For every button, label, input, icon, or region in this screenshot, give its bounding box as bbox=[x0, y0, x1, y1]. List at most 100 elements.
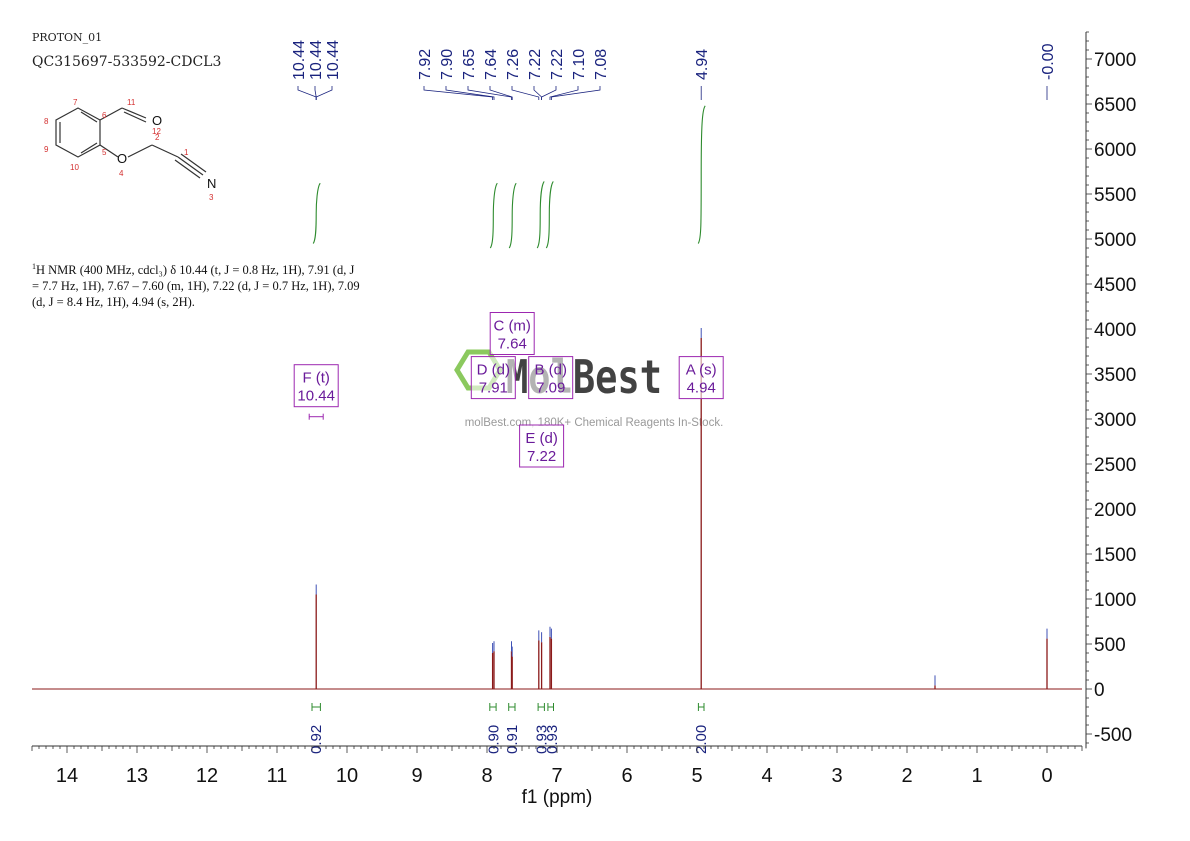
atom-symbol-n-3: N bbox=[207, 176, 216, 191]
y-tick-label-6500: 6500 bbox=[1094, 95, 1136, 116]
y-tick-label-1000: 1000 bbox=[1094, 590, 1136, 611]
multiplet-box-4 bbox=[519, 424, 565, 468]
triple-bond-c bbox=[174, 159, 201, 179]
atom-number-5: 5 bbox=[102, 148, 107, 157]
x-tick-label-11: 11 bbox=[267, 765, 288, 787]
x-tick-label-9: 9 bbox=[411, 765, 422, 787]
peak-leader-arom-0 bbox=[423, 86, 494, 100]
atom-number-4: 4 bbox=[119, 169, 124, 178]
integral-value-3: 0.93 bbox=[534, 725, 551, 754]
multiplet-shift-2: 7.91 bbox=[479, 380, 508, 397]
x-tick-label-10: 10 bbox=[336, 765, 358, 787]
y-tick-label-2500: 2500 bbox=[1094, 455, 1136, 476]
watermark-tagline: molBest.com, 180K+ Chemical Reagents In-… bbox=[465, 417, 724, 429]
y-tick-label-6000: 6000 bbox=[1094, 140, 1136, 161]
x-tick-label-5: 5 bbox=[691, 765, 702, 787]
peak-leader-arom-4 bbox=[511, 86, 540, 100]
atom-symbol-o-12: O bbox=[152, 113, 162, 128]
peak-leader-1044-2 bbox=[315, 86, 333, 100]
y-tick-label-4000: 4000 bbox=[1094, 320, 1136, 341]
multiplet-letter-4: E (d) bbox=[525, 430, 558, 447]
x-tick-label-6: 6 bbox=[621, 765, 632, 787]
peak-label-arom-3: 7.64 bbox=[483, 49, 500, 80]
peak-label-arom-4: 7.26 bbox=[505, 49, 522, 80]
atom-number-1: 1 bbox=[184, 148, 189, 157]
y-tick-label-5500: 5500 bbox=[1094, 185, 1136, 206]
x-tick-label-14: 14 bbox=[56, 765, 78, 787]
molecule-structure bbox=[55, 107, 207, 179]
x-tick-label-3: 3 bbox=[831, 765, 842, 787]
multiplet-box-1 bbox=[489, 312, 535, 355]
x-tick-label-12: 12 bbox=[196, 765, 218, 787]
integral-value-1: 0.90 bbox=[485, 725, 502, 754]
peak-leader-arom-8 bbox=[551, 86, 601, 100]
multiplet-shift-5: 4.94 bbox=[687, 380, 716, 397]
peak-leader-arom-3 bbox=[489, 86, 513, 100]
multiplet-letter-3: B (d) bbox=[534, 362, 567, 379]
peak-label-1044-2: 10.44 bbox=[325, 40, 342, 80]
x-tick-label-0: 0 bbox=[1041, 765, 1052, 787]
triple-bond-a bbox=[177, 156, 204, 176]
multiplet-letter-0: F (t) bbox=[302, 370, 330, 387]
x-axis-label: f1 (ppm) bbox=[522, 787, 593, 808]
atom-number-12: 12 bbox=[152, 127, 161, 136]
multiplet-box-2 bbox=[470, 356, 516, 400]
y-tick-label-4500: 4500 bbox=[1094, 275, 1136, 296]
bond-4-2 bbox=[127, 144, 153, 158]
nmr-summary-text: 1H NMR (400 MHz, cdcl₃) δ 10.44 (t, J = … bbox=[32, 262, 362, 310]
y-tick-label--500: -500 bbox=[1094, 725, 1132, 746]
peak-label-arom-5: 7.22 bbox=[527, 49, 544, 80]
peak-leader-1044-0 bbox=[297, 86, 317, 100]
nucleus-superscript: 1 bbox=[32, 261, 36, 271]
atom-number-3: 3 bbox=[209, 193, 214, 202]
atom-number-7: 7 bbox=[73, 98, 78, 107]
x-axis: 14 13 12 11 10 9 8 7 6 5 4 3 2 1 0f1 (ppm) bbox=[31, 745, 1083, 808]
peak-leader-arom-2 bbox=[467, 86, 512, 100]
ring-bonds bbox=[55, 107, 101, 158]
integral-curve-0 bbox=[312, 182, 321, 244]
peak-label-000: -0.00 bbox=[1040, 43, 1057, 80]
peak-leader-arom-7 bbox=[549, 86, 579, 100]
integral-curves bbox=[312, 105, 706, 249]
peak-leader-arom-5 bbox=[533, 86, 542, 100]
peak-labels: 10.44 10.44 10.44 7.92 7.90 7.65 7.64 7.26 7.22 7… bbox=[291, 40, 1057, 100]
integral-value-4: 0.93 bbox=[544, 725, 561, 754]
experiment-name: PROTON_01 bbox=[32, 31, 103, 44]
x-tick-label-2: 2 bbox=[901, 765, 912, 787]
y-tick-label-0: 0 bbox=[1094, 680, 1105, 701]
bond-11-12-b bbox=[123, 111, 147, 123]
peak-label-arom-8: 7.08 bbox=[593, 49, 610, 80]
multiplet-box-3 bbox=[528, 356, 574, 400]
y-tick-label-500: 500 bbox=[1094, 635, 1126, 656]
ring-double-bond-2 bbox=[80, 111, 98, 123]
bond-11-12-a bbox=[121, 107, 147, 119]
peak-label-arom-6: 7.22 bbox=[549, 49, 566, 80]
multiplet-shift-3: 7.09 bbox=[536, 380, 565, 397]
ring-double-bond-3 bbox=[80, 142, 98, 154]
peak-label-arom-0: 7.92 bbox=[417, 49, 434, 80]
peak-label-1044-1: 10.44 bbox=[308, 40, 325, 80]
summary-line-1: 1H NMR (400 MHz, cdcl₃) δ 10.44 (t, J = … bbox=[32, 262, 362, 278]
integral-value-0: 0.92 bbox=[308, 725, 325, 754]
y-tick-label-7000: 7000 bbox=[1094, 50, 1136, 71]
summary-line-2: = 7.7 Hz, 1H), 7.67 – 7.60 (m, 1H), 7.22… bbox=[32, 279, 360, 293]
atom-number-2: 2 bbox=[155, 133, 160, 142]
integral-curve-1 bbox=[489, 182, 498, 249]
integral-value-2: 0.91 bbox=[504, 725, 521, 754]
multiplet-shift-4: 7.22 bbox=[527, 448, 556, 465]
multiplet-box-0 bbox=[293, 364, 339, 408]
peak-label-494: 4.94 bbox=[694, 49, 711, 80]
multiplet-letter-2: D (d) bbox=[477, 362, 510, 379]
peak-leader-arom-1 bbox=[445, 86, 495, 100]
integral-curve-5 bbox=[697, 105, 706, 244]
multiplet-letter-5: A (s) bbox=[686, 362, 717, 379]
x-tick-label-4: 4 bbox=[761, 765, 772, 787]
y-tick-label-3000: 3000 bbox=[1094, 410, 1136, 431]
integral-value-5: 2.00 bbox=[693, 725, 710, 754]
bond-6-11 bbox=[99, 107, 123, 121]
x-tick-label-8: 8 bbox=[481, 765, 492, 787]
bond-2-1 bbox=[151, 144, 179, 158]
atom-number-9: 9 bbox=[44, 145, 49, 154]
multiplet-labels: F (t)10.44 C (m)7.64 D (d)7.91 B (d)7.09 E (… bbox=[293, 312, 724, 468]
